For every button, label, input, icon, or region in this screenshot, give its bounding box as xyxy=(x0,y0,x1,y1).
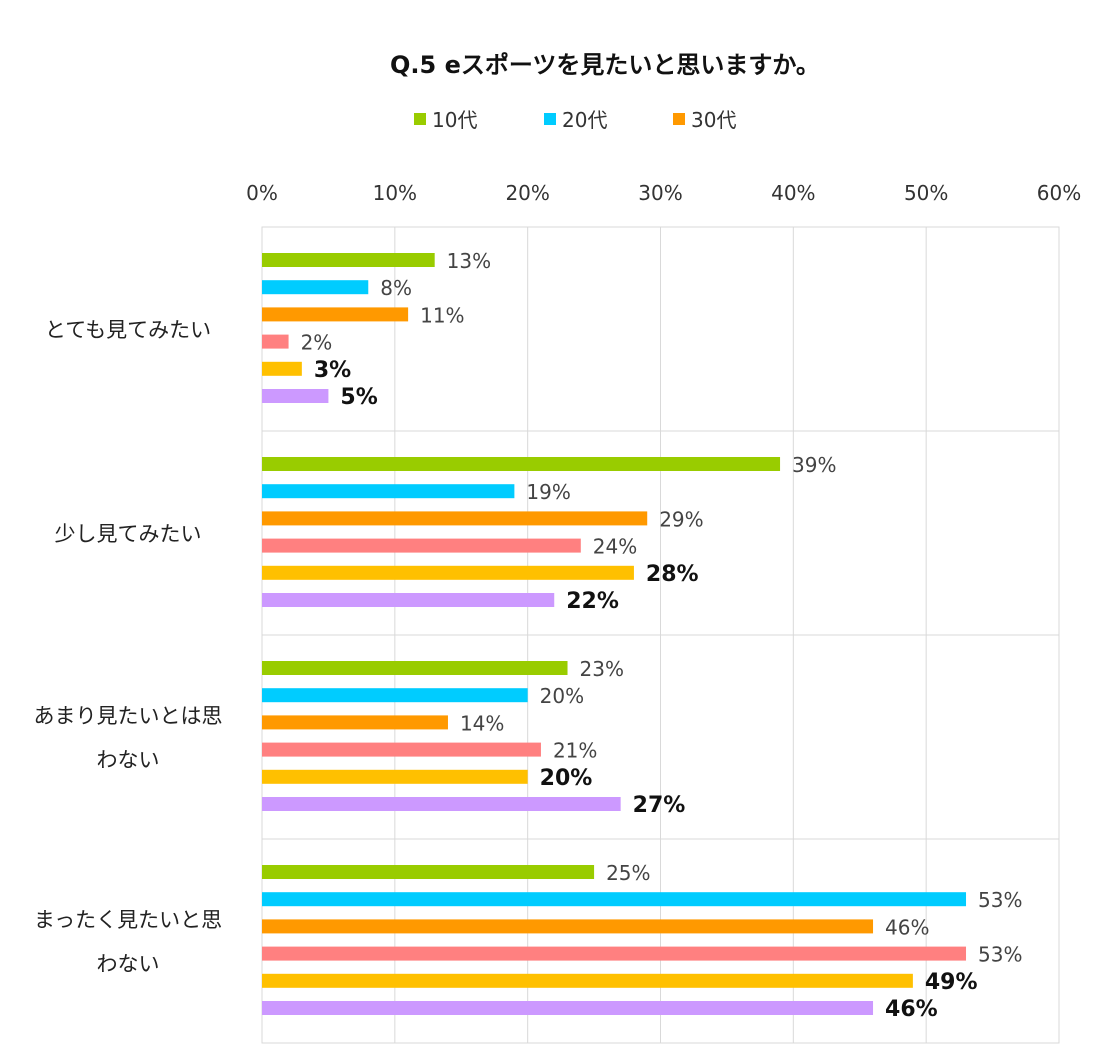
bar xyxy=(262,946,967,961)
bar xyxy=(262,511,648,526)
bar xyxy=(262,688,528,703)
bar xyxy=(262,361,302,376)
data-label: 5% xyxy=(340,385,377,410)
category-label: わない xyxy=(97,748,160,772)
data-label: 25% xyxy=(606,861,650,885)
data-label: 8% xyxy=(380,276,412,300)
legend-item-30s: 30代 xyxy=(673,104,736,133)
data-label: 28% xyxy=(646,562,699,587)
data-label: 11% xyxy=(420,303,464,327)
bar xyxy=(262,919,874,934)
x-tick-label: 10% xyxy=(373,181,417,205)
bar xyxy=(262,865,595,879)
x-tick-label: 60% xyxy=(1037,181,1081,205)
data-label: 22% xyxy=(566,589,619,614)
data-label: 53% xyxy=(978,888,1022,912)
bar xyxy=(262,1001,874,1015)
data-label: 13% xyxy=(447,249,491,273)
category-label: わない xyxy=(97,952,160,976)
legend-item-20s: 20代 xyxy=(544,104,607,133)
bar xyxy=(262,892,967,907)
legend-label-30s: 30代 xyxy=(691,108,737,132)
data-label: 2% xyxy=(301,331,333,355)
bar xyxy=(262,565,634,580)
category-label: 少し見てみたい xyxy=(55,522,202,546)
bar xyxy=(262,973,913,988)
bar xyxy=(262,457,781,471)
bar xyxy=(262,538,581,553)
data-label: 14% xyxy=(460,711,504,735)
legend-swatch-10s xyxy=(414,112,426,125)
x-tick-label: 30% xyxy=(638,181,682,205)
data-label: 46% xyxy=(885,997,938,1022)
data-label: 39% xyxy=(792,453,836,477)
data-label: 23% xyxy=(580,657,624,681)
data-label: 46% xyxy=(885,915,929,939)
category-label: とても見てみたい xyxy=(45,318,211,342)
bar xyxy=(262,715,448,730)
bar xyxy=(262,661,568,675)
data-label: 49% xyxy=(925,970,978,995)
data-label: 20% xyxy=(540,684,584,708)
x-tick-label: 20% xyxy=(505,181,549,205)
data-label: 29% xyxy=(659,507,703,531)
data-label: 20% xyxy=(540,766,593,791)
legend-item-10s: 10代 xyxy=(414,104,477,133)
bar xyxy=(262,307,409,322)
bar xyxy=(262,484,515,499)
data-label: 3% xyxy=(314,358,351,383)
x-tick-label: 0% xyxy=(246,181,278,205)
data-label: 53% xyxy=(978,943,1022,967)
bar xyxy=(262,742,541,757)
legend-label-10s: 10代 xyxy=(432,108,478,132)
chart-title: Q.5 eスポーツを見たいと思いますか。 xyxy=(390,51,820,79)
legend-label-20s: 20代 xyxy=(562,108,608,132)
data-label: 27% xyxy=(633,793,686,818)
bar xyxy=(262,769,528,784)
data-label: 24% xyxy=(593,535,637,559)
bar xyxy=(262,593,555,607)
x-tick-label: 50% xyxy=(904,181,948,205)
bar xyxy=(262,280,369,295)
legend-swatch-20s xyxy=(544,112,556,125)
x-tick-label: 40% xyxy=(771,181,815,205)
category-label: まったく見たいと思 xyxy=(34,908,222,932)
bar xyxy=(262,797,621,811)
data-label: 21% xyxy=(553,739,597,763)
bar xyxy=(262,253,435,267)
category-label: あまり見たいとは思 xyxy=(34,704,223,728)
data-label: 19% xyxy=(526,480,570,504)
bar xyxy=(262,389,329,403)
bar xyxy=(262,334,289,349)
legend-swatch-30s xyxy=(673,112,685,125)
